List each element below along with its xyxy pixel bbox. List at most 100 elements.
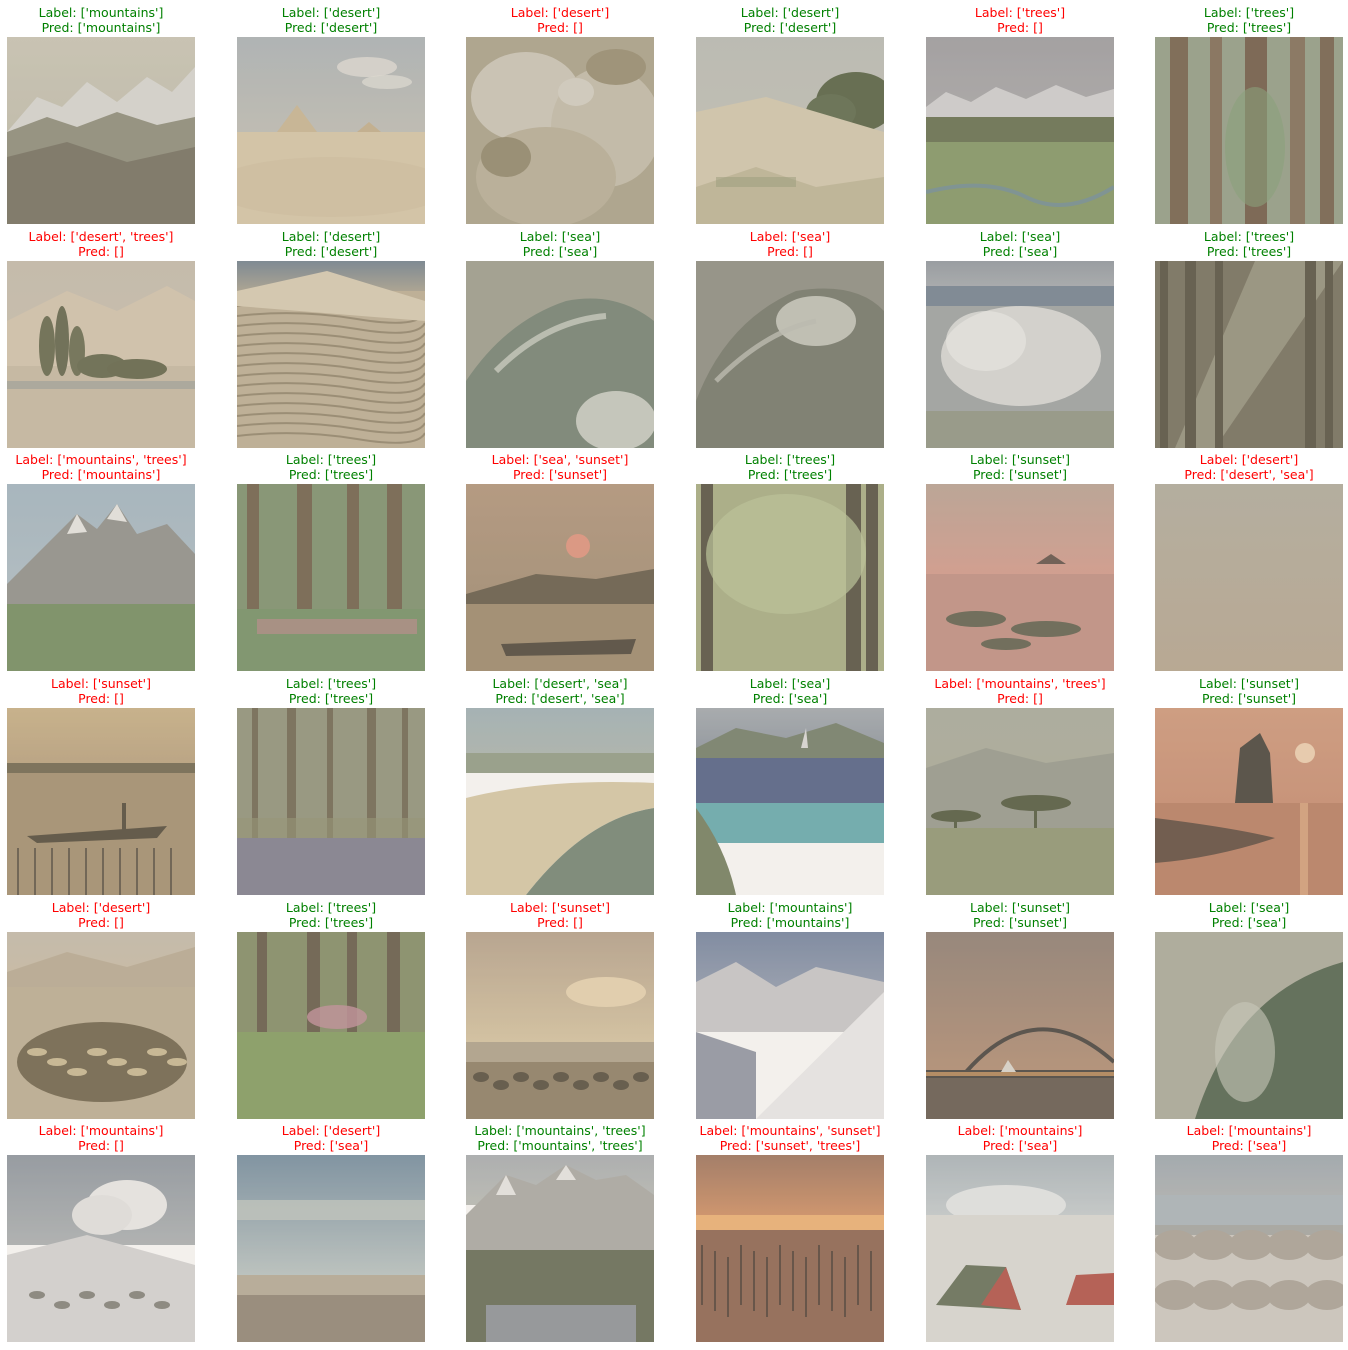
label-text: Label: ['sea'] <box>749 676 831 691</box>
prediction-cell: Label: ['mountains'] Pred: ['mountains'] <box>696 895 884 1119</box>
label-text: Label: ['trees'] <box>1203 5 1295 20</box>
pred-text: Pred: [] <box>767 244 813 259</box>
scene-image <box>926 37 1114 224</box>
pred-text: Pred: [] <box>78 1138 124 1153</box>
scene-image <box>926 932 1114 1119</box>
label-text: Label: ['desert'] <box>281 1123 381 1138</box>
prediction-cell: Label: ['desert'] Pred: ['desert'] <box>696 0 884 224</box>
scene-image <box>1155 1155 1343 1342</box>
scene-image <box>926 1155 1114 1342</box>
pred-text: Pred: ['sea'] <box>982 1138 1058 1153</box>
pred-text: Pred: ['mountains'] <box>41 467 161 482</box>
prediction-cell: Label: ['mountains', 'trees'] Pred: [] <box>926 671 1114 895</box>
pred-text: Pred: ['sunset'] <box>1201 691 1297 706</box>
scene-image <box>466 708 654 895</box>
scene-image <box>7 932 195 1119</box>
scene-image <box>237 932 425 1119</box>
pred-text: Pred: ['trees'] <box>288 691 374 706</box>
label-text: Label: ['mountains'] <box>38 5 164 20</box>
prediction-cell: Label: ['trees'] Pred: [] <box>926 0 1114 224</box>
scene-image <box>926 484 1114 671</box>
pred-text: Pred: ['desert'] <box>284 244 378 259</box>
prediction-cell: Label: ['desert'] Pred: ['desert'] <box>237 224 425 448</box>
pred-text: Pred: ['desert'] <box>284 20 378 35</box>
prediction-cell: Label: ['trees'] Pred: ['trees'] <box>1155 0 1343 224</box>
scene-image <box>1155 261 1343 448</box>
prediction-cell: Label: ['trees'] Pred: ['trees'] <box>237 671 425 895</box>
label-text: Label: ['trees'] <box>285 452 377 467</box>
pred-text: Pred: ['sunset'] <box>972 915 1068 930</box>
scene-image <box>466 261 654 448</box>
scene-image <box>237 484 425 671</box>
prediction-cell: Label: ['desert'] Pred: [] <box>7 895 195 1119</box>
scene-image <box>926 261 1114 448</box>
pred-text: Pred: ['sea'] <box>752 691 828 706</box>
pred-text: Pred: ['sunset'] <box>512 467 608 482</box>
pred-text: Pred: ['desert'] <box>743 20 837 35</box>
scene-image <box>696 932 884 1119</box>
scene-image <box>7 484 195 671</box>
scene-image <box>1155 708 1343 895</box>
label-text: Label: ['mountains', 'trees'] <box>934 676 1106 691</box>
prediction-cell: Label: ['trees'] Pred: ['trees'] <box>237 447 425 671</box>
pred-text: Pred: ['mountains'] <box>730 915 850 930</box>
pred-text: Pred: ['mountains'] <box>41 20 161 35</box>
label-text: Label: ['desert'] <box>1199 452 1299 467</box>
scene-image <box>7 37 195 224</box>
pred-text: Pred: ['sea'] <box>1211 1138 1287 1153</box>
label-text: Label: ['trees'] <box>1203 229 1295 244</box>
label-text: Label: ['desert', 'trees'] <box>28 229 174 244</box>
prediction-cell: Label: ['sea'] Pred: [] <box>696 224 884 448</box>
prediction-cell: Label: ['trees'] Pred: ['trees'] <box>1155 224 1343 448</box>
label-text: Label: ['sea'] <box>749 229 831 244</box>
scene-image <box>696 1155 884 1342</box>
label-text: Label: ['desert'] <box>51 900 151 915</box>
label-text: Label: ['trees'] <box>285 676 377 691</box>
prediction-cell: Label: ['sunset'] Pred: ['sunset'] <box>926 447 1114 671</box>
label-text: Label: ['sea'] <box>519 229 601 244</box>
prediction-cell: Label: ['mountains'] Pred: [] <box>7 1118 195 1342</box>
pred-text: Pred: ['sunset'] <box>972 467 1068 482</box>
prediction-cell: Label: ['sea'] Pred: ['sea'] <box>466 224 654 448</box>
label-text: Label: ['mountains'] <box>727 900 853 915</box>
scene-image <box>237 708 425 895</box>
prediction-cell: Label: ['mountains'] Pred: ['sea'] <box>1155 1118 1343 1342</box>
scene-image <box>466 1155 654 1342</box>
scene-image <box>466 932 654 1119</box>
prediction-cell: Label: ['desert'] Pred: ['sea'] <box>237 1118 425 1342</box>
label-text: Label: ['trees'] <box>974 5 1066 20</box>
prediction-cell: Label: ['sea'] Pred: ['sea'] <box>1155 895 1343 1119</box>
prediction-cell: Label: ['mountains', 'trees'] Pred: ['mou… <box>7 447 195 671</box>
prediction-cell: Label: ['trees'] Pred: ['trees'] <box>696 447 884 671</box>
scene-image <box>7 1155 195 1342</box>
label-text: Label: ['trees'] <box>744 452 836 467</box>
pred-text: Pred: ['trees'] <box>1206 244 1292 259</box>
pred-text: Pred: ['mountains', 'trees'] <box>477 1138 643 1153</box>
prediction-cell: Label: ['desert'] Pred: ['desert'] <box>237 0 425 224</box>
label-text: Label: ['sea'] <box>1208 900 1290 915</box>
pred-text: Pred: ['sea'] <box>522 244 598 259</box>
scene-image <box>7 708 195 895</box>
label-text: Label: ['sunset'] <box>510 900 610 915</box>
label-text: Label: ['mountains', 'trees'] <box>474 1123 646 1138</box>
prediction-cell: Label: ['trees'] Pred: ['trees'] <box>237 895 425 1119</box>
prediction-cell: Label: ['mountains'] Pred: ['sea'] <box>926 1118 1114 1342</box>
pred-text: Pred: [] <box>537 20 583 35</box>
scene-image <box>466 37 654 224</box>
pred-text: Pred: ['trees'] <box>288 915 374 930</box>
label-text: Label: ['sunset'] <box>51 676 151 691</box>
pred-text: Pred: [] <box>537 915 583 930</box>
prediction-cell: Label: ['desert', 'trees'] Pred: [] <box>7 224 195 448</box>
scene-image <box>1155 932 1343 1119</box>
label-text: Label: ['mountains'] <box>957 1123 1083 1138</box>
pred-text: Pred: [] <box>997 691 1043 706</box>
pred-text: Pred: [] <box>997 20 1043 35</box>
prediction-cell: Label: ['sea'] Pred: ['sea'] <box>696 671 884 895</box>
pred-text: Pred: ['desert', 'sea'] <box>1184 467 1314 482</box>
prediction-cell: Label: ['sea', 'sunset'] Pred: ['sunset'] <box>466 447 654 671</box>
prediction-cell: Label: ['mountains', 'sunset'] Pred: ['su… <box>696 1118 884 1342</box>
label-text: Label: ['sunset'] <box>1199 676 1299 691</box>
prediction-cell: Label: ['sunset'] Pred: ['sunset'] <box>1155 671 1343 895</box>
label-text: Label: ['sea'] <box>979 229 1061 244</box>
prediction-cell: Label: ['sea'] Pred: ['sea'] <box>926 224 1114 448</box>
